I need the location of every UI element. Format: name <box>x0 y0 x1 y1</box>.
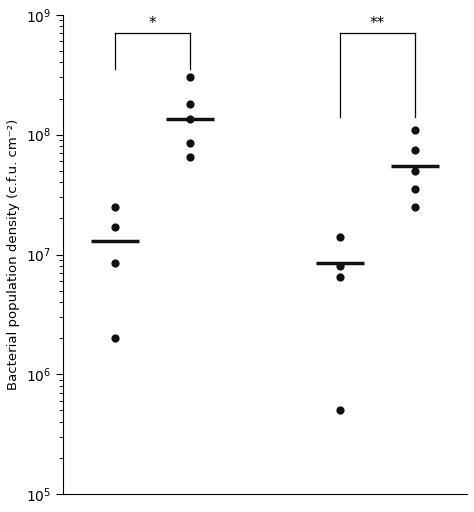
Point <box>411 203 419 211</box>
Point <box>411 125 419 134</box>
Point <box>111 334 119 343</box>
Point <box>186 73 194 81</box>
Point <box>336 407 344 415</box>
Point <box>336 233 344 241</box>
Point <box>186 100 194 108</box>
Point <box>186 139 194 147</box>
Text: **: ** <box>370 16 385 31</box>
Point <box>411 166 419 175</box>
Point <box>111 259 119 267</box>
Point <box>411 145 419 154</box>
Y-axis label: Bacterial population density (c.f.u. cm⁻²): Bacterial population density (c.f.u. cm⁻… <box>7 119 20 390</box>
Point <box>111 203 119 211</box>
Point <box>336 273 344 281</box>
Point <box>411 185 419 194</box>
Text: *: * <box>149 16 156 31</box>
Point <box>111 223 119 231</box>
Point <box>186 115 194 123</box>
Point <box>336 262 344 270</box>
Point <box>186 153 194 161</box>
